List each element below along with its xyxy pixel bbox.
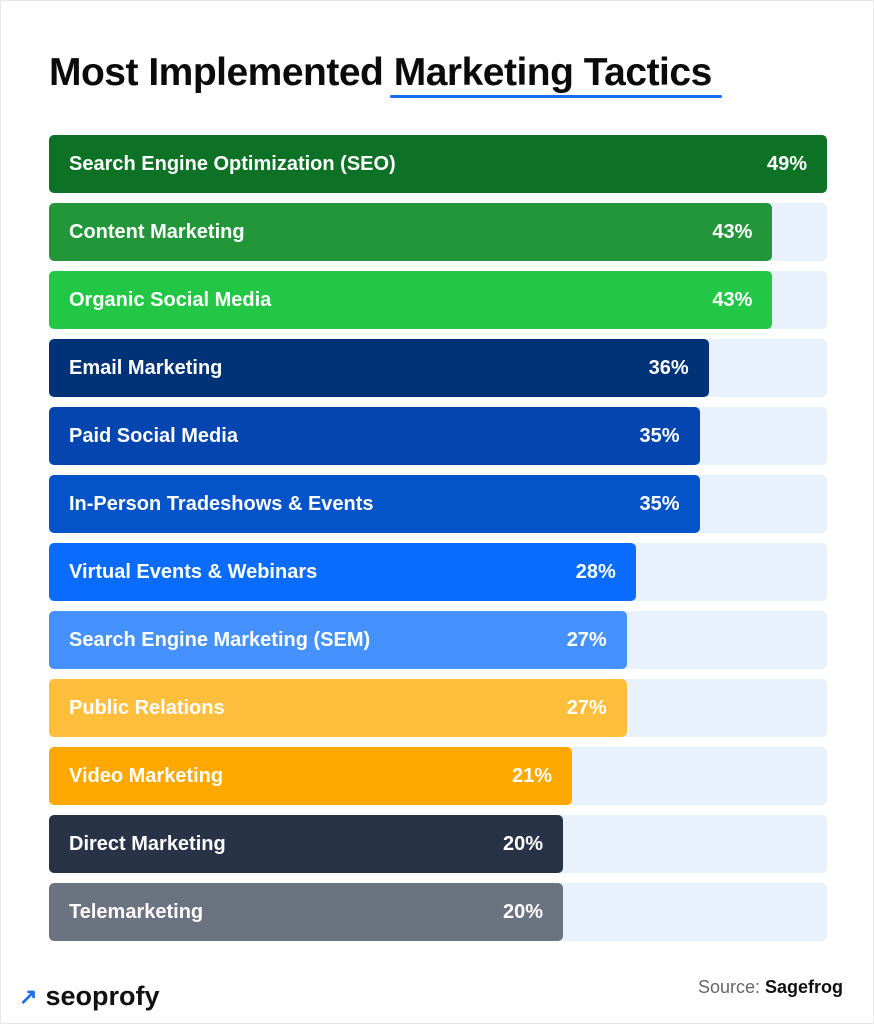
bar-label: Public Relations xyxy=(69,697,225,719)
bar-label: Search Engine Optimization (SEO) xyxy=(69,153,396,175)
chart-title: Most Implemented Marketing Tactics xyxy=(49,51,722,98)
bar-label: Content Marketing xyxy=(69,221,245,243)
title-prefix: Most Implemented xyxy=(49,51,394,94)
bar-value-label: 43% xyxy=(712,289,753,311)
bar-track: Search Engine Marketing (SEM) 27% xyxy=(49,611,827,669)
bar-label: Organic Social Media xyxy=(69,289,272,311)
bar: Video Marketing 21% xyxy=(49,747,573,805)
bar: Paid Social Media 35% xyxy=(49,407,700,465)
bar-value-label: 27% xyxy=(566,697,607,719)
bar: Search Engine Marketing (SEM) 27% xyxy=(49,611,627,669)
title-underline xyxy=(389,95,722,98)
bar: Content Marketing 43% xyxy=(49,203,773,261)
source-note: Source: Sagefrog xyxy=(698,977,843,998)
bar: In-Person Tradeshows & Events 35% xyxy=(49,475,700,533)
bar-value-label: 35% xyxy=(639,425,680,447)
bar: Public Relations 27% xyxy=(49,679,627,737)
bar: Organic Social Media 43% xyxy=(49,271,773,329)
arrow-up-right-icon: ↗ xyxy=(19,983,38,1009)
bar-label: In-Person Tradeshows & Events xyxy=(69,493,374,515)
bar-value-label: 36% xyxy=(648,357,689,379)
bar-track: Public Relations 27% xyxy=(49,679,827,737)
bar-value-label: 43% xyxy=(712,221,753,243)
bar: Direct Marketing 20% xyxy=(49,815,563,873)
bar-label: Direct Marketing xyxy=(69,833,226,855)
bar-value-label: 49% xyxy=(766,153,807,175)
bar: Search Engine Optimization (SEO) 49% xyxy=(49,135,827,193)
bar-track: Paid Social Media 35% xyxy=(49,407,827,465)
bar-label: Telemarketing xyxy=(69,901,204,923)
bar-track: Virtual Events & Webinars 28% xyxy=(49,543,827,601)
brand-logo: ↗ seoprofy xyxy=(19,981,159,1012)
bar: Virtual Events & Webinars 28% xyxy=(49,543,636,601)
bar-track: In-Person Tradeshows & Events 35% xyxy=(49,475,827,533)
bar-label: Video Marketing xyxy=(69,765,224,787)
bar-label: Email Marketing xyxy=(69,357,223,379)
bar-label: Virtual Events & Webinars xyxy=(69,561,318,583)
bar-value-label: 28% xyxy=(575,561,616,583)
bar-track: Video Marketing 21% xyxy=(49,747,827,805)
source-label: Source: xyxy=(697,977,765,997)
source-name: Sagefrog xyxy=(764,977,843,997)
bar-value-label: 35% xyxy=(639,493,680,515)
bar-label: Search Engine Marketing (SEM) xyxy=(69,629,371,651)
bar-value-label: 21% xyxy=(512,765,553,787)
title-highlight: Marketing Tactics xyxy=(389,51,722,98)
bar-value-label: 20% xyxy=(502,901,543,923)
bar-track: Direct Marketing 20% xyxy=(49,815,827,873)
bar-track: Organic Social Media 43% xyxy=(49,271,827,329)
title-highlight-text: Marketing Tactics xyxy=(393,51,713,94)
bar-value-label: 20% xyxy=(502,833,543,855)
bar-track: Telemarketing 20% xyxy=(49,883,827,941)
bar-track: Email Marketing 36% xyxy=(49,339,827,397)
bar-track: Search Engine Optimization (SEO) 49% xyxy=(49,135,827,193)
bar: Email Marketing 36% xyxy=(49,339,709,397)
bar-label: Paid Social Media xyxy=(69,425,238,447)
brand-name: seoprofy xyxy=(45,981,160,1011)
bar-track: Content Marketing 43% xyxy=(49,203,827,261)
bar-value-label: 27% xyxy=(566,629,607,651)
bar: Telemarketing 20% xyxy=(49,883,563,941)
